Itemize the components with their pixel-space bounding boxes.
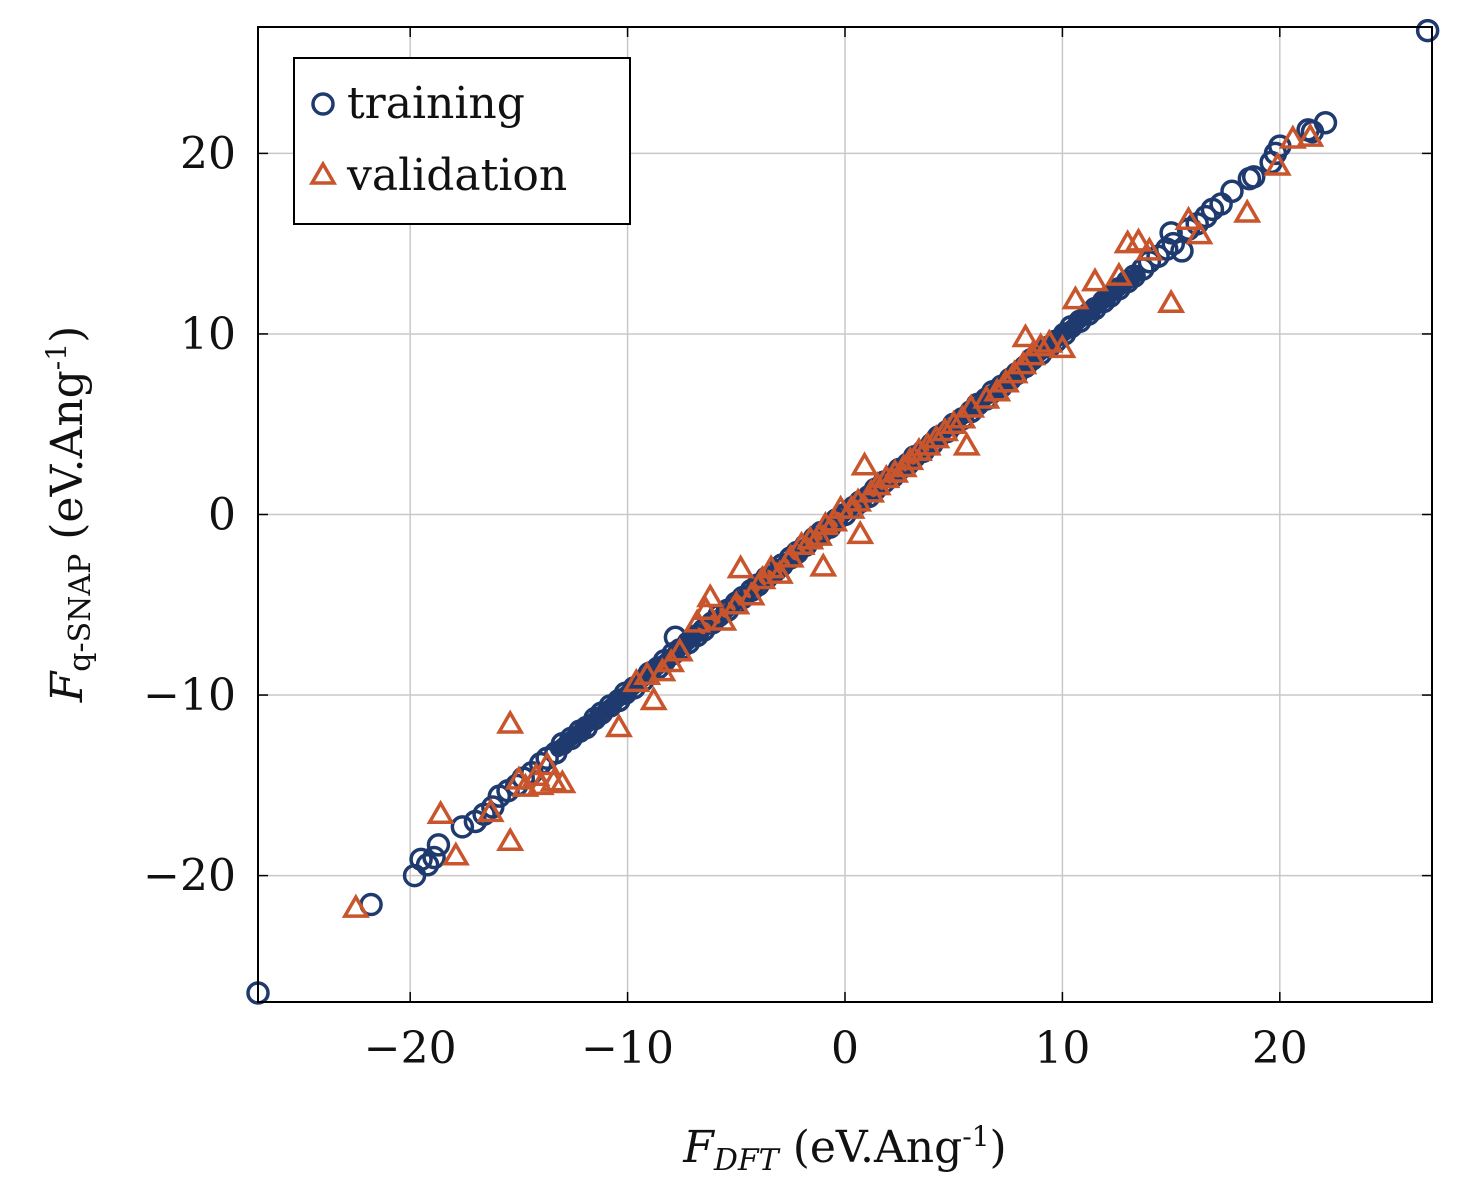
validation-point bbox=[820, 507, 849, 532]
y-tick-label: −10 bbox=[143, 670, 236, 721]
validation-point bbox=[922, 424, 951, 449]
validation-point bbox=[441, 841, 470, 866]
y-tick-label: 20 bbox=[180, 128, 236, 179]
legend-validation-label: validation bbox=[346, 150, 567, 201]
training-point bbox=[1313, 110, 1338, 135]
training-point bbox=[685, 623, 709, 648]
validation-point bbox=[633, 660, 662, 685]
legend: training validation bbox=[293, 57, 631, 225]
validation-point bbox=[709, 606, 738, 631]
x-tick-label: 10 bbox=[1034, 1023, 1090, 1074]
y-axis-ticks: −20 −10 0 10 20 bbox=[143, 128, 1432, 902]
training-point bbox=[1155, 237, 1179, 261]
validation-point bbox=[904, 436, 933, 462]
training-point bbox=[422, 845, 446, 870]
x-axis-ticks: −20 −10 0 10 20 bbox=[364, 27, 1308, 1074]
validation-point bbox=[1124, 227, 1153, 252]
x-tick-label: 0 bbox=[831, 1023, 859, 1074]
validation-point bbox=[1104, 261, 1133, 286]
legend-validation-marker bbox=[308, 160, 338, 185]
validation-point bbox=[726, 554, 755, 579]
validation-point bbox=[696, 583, 725, 608]
training-point bbox=[583, 706, 607, 731]
validation-point bbox=[776, 543, 805, 568]
x-tick-label: −20 bbox=[364, 1023, 457, 1074]
legend-training-marker bbox=[311, 92, 335, 116]
validation-point bbox=[691, 595, 720, 620]
validation-point bbox=[857, 478, 886, 503]
training-point bbox=[739, 578, 764, 603]
validation-point bbox=[1011, 323, 1040, 348]
validation-point bbox=[426, 799, 455, 824]
training-point bbox=[1220, 179, 1244, 204]
y-axis-title: Fq-SNAP(eV.Ang-1) bbox=[40, 326, 98, 704]
training-point bbox=[1194, 204, 1218, 229]
validation-point bbox=[639, 685, 668, 711]
validation-point bbox=[952, 431, 981, 456]
validation-point bbox=[889, 453, 918, 478]
training-point bbox=[426, 833, 451, 857]
training-point bbox=[1415, 18, 1440, 43]
validation-point bbox=[1080, 267, 1110, 292]
validation-point bbox=[913, 431, 942, 456]
validation-point bbox=[765, 559, 794, 584]
validation-point bbox=[1278, 124, 1307, 149]
training-point bbox=[607, 688, 631, 713]
training-point bbox=[1076, 302, 1101, 326]
validation-point bbox=[811, 510, 840, 536]
validation-point bbox=[737, 581, 766, 606]
training-point bbox=[415, 853, 440, 877]
validation-point bbox=[1296, 122, 1325, 147]
y-tick-label: 10 bbox=[180, 309, 236, 360]
validation-point bbox=[1233, 198, 1262, 223]
validation-point bbox=[863, 471, 892, 496]
training-point bbox=[409, 847, 433, 872]
data-points bbox=[246, 18, 1440, 1005]
validation-point bbox=[837, 494, 866, 519]
validation-point bbox=[476, 797, 505, 823]
validation-point bbox=[533, 750, 562, 776]
validation-point bbox=[1048, 333, 1077, 359]
validation-point bbox=[604, 713, 633, 738]
validation-point bbox=[939, 409, 968, 434]
validation-point bbox=[1157, 288, 1186, 313]
validation-point bbox=[880, 458, 910, 483]
plot-frame bbox=[257, 26, 1433, 1003]
validation-point bbox=[930, 416, 960, 442]
validation-point bbox=[622, 667, 651, 693]
validation-point bbox=[1035, 328, 1064, 353]
validation-point bbox=[548, 769, 577, 794]
validation-point bbox=[1263, 151, 1292, 176]
validation-point bbox=[683, 608, 712, 633]
training-point bbox=[1159, 221, 1183, 245]
validation-point bbox=[1135, 236, 1164, 261]
training-point bbox=[1170, 239, 1194, 263]
training-point bbox=[1115, 269, 1140, 294]
validation-point bbox=[809, 552, 838, 577]
x-axis-title: FDFT (eV.Ang-1) bbox=[682, 1120, 1006, 1178]
validation-point bbox=[1174, 205, 1203, 230]
y-tick-label: 0 bbox=[208, 490, 236, 541]
x-tick-label: −10 bbox=[581, 1023, 674, 1074]
validation-point bbox=[972, 384, 1001, 409]
validation-point bbox=[1185, 220, 1214, 245]
training-point bbox=[1241, 165, 1266, 189]
validation-point bbox=[1061, 285, 1090, 310]
validation-point bbox=[850, 451, 879, 476]
validation-point bbox=[496, 826, 525, 852]
validation-point bbox=[796, 525, 825, 550]
validation-point bbox=[846, 519, 875, 545]
validation-point bbox=[496, 709, 525, 734]
validation-point bbox=[341, 893, 370, 918]
x-tick-label: 20 bbox=[1252, 1023, 1308, 1074]
validation-point bbox=[665, 637, 694, 662]
legend-box bbox=[293, 57, 631, 225]
legend-training-label: training bbox=[347, 78, 525, 129]
y-tick-label: −20 bbox=[143, 851, 236, 902]
training-point bbox=[1091, 289, 1116, 314]
training-point bbox=[450, 815, 475, 839]
